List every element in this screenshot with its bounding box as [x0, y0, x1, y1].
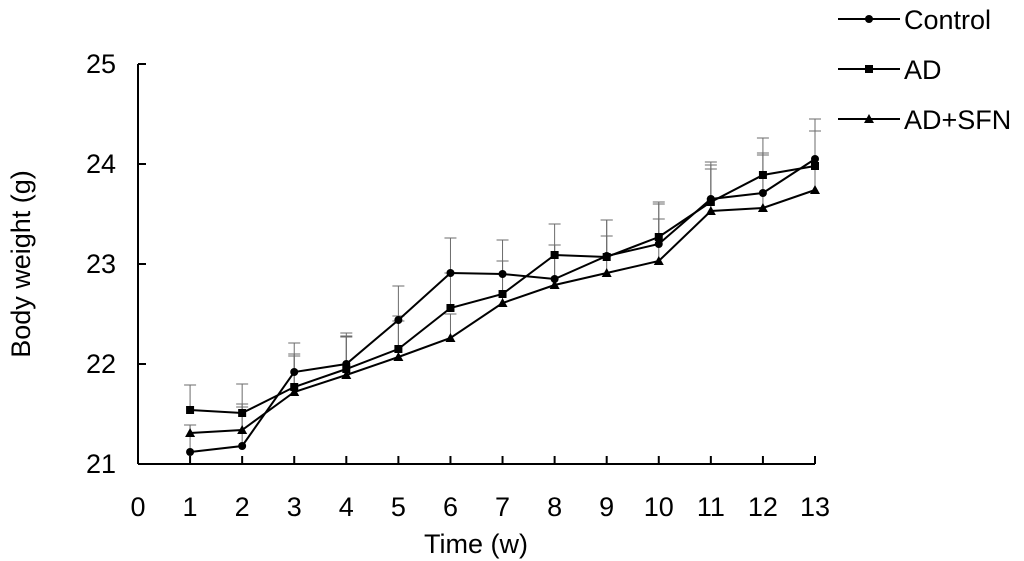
data-point-ad: [654, 233, 663, 241]
data-point-ad: [186, 406, 195, 414]
x-tick-label: 6: [443, 492, 458, 522]
data-point-control: [238, 442, 247, 450]
legend-label: AD: [904, 55, 942, 85]
data-point-ad: [446, 304, 455, 312]
y-axis-title: Body weight (g): [6, 170, 36, 358]
y-tick-label: 25: [86, 49, 116, 79]
legend-label: Control: [904, 5, 991, 35]
legend-item-control: Control: [838, 5, 991, 35]
data-point-ad: [550, 251, 559, 259]
legend-marker: [865, 65, 873, 73]
x-tick-label: 2: [235, 492, 250, 522]
x-tick-label: 10: [644, 492, 674, 522]
data-point-ad-sfn: [810, 185, 820, 194]
data-point-ad-sfn: [393, 352, 404, 361]
legend-label: AD+SFN: [904, 105, 1011, 135]
data-point-ad: [602, 253, 611, 261]
plot-area: [184, 118, 821, 456]
x-tick-label: 0: [130, 492, 145, 522]
x-tick-label: 4: [339, 492, 354, 522]
x-tick-label: 11: [697, 492, 725, 522]
x-tick-label: 8: [547, 492, 562, 522]
data-point-ad-sfn: [653, 256, 664, 265]
x-tick-label: 12: [748, 492, 778, 522]
data-point-control: [550, 275, 559, 283]
data-point-ad-sfn: [289, 387, 300, 396]
data-point-control: [290, 368, 299, 376]
legend-marker: [865, 15, 873, 23]
data-point-control: [186, 448, 195, 456]
data-point-control: [811, 155, 819, 163]
x-tick-label: 9: [599, 492, 614, 522]
series-line-ad-sfn: [190, 189, 816, 434]
data-point-control: [758, 189, 767, 197]
data-point-ad: [238, 409, 247, 417]
legend: Control AD AD+SFN: [838, 5, 1011, 135]
legend-item-ad: AD: [838, 55, 942, 85]
data-point-ad-sfn: [497, 298, 508, 307]
x-tick-label: 5: [391, 492, 406, 522]
data-point-ad: [811, 162, 819, 170]
legend-marker: [864, 114, 874, 123]
x-tick-label: 3: [287, 492, 302, 522]
legend-item-ad-sfn: AD+SFN: [838, 105, 1011, 135]
data-point-ad-sfn: [601, 268, 612, 277]
data-point-ad-sfn: [185, 428, 196, 437]
data-point-ad: [498, 290, 507, 298]
data-point-ad-sfn: [705, 206, 716, 215]
data-point-ad-sfn: [549, 280, 560, 289]
data-point-control: [498, 270, 507, 278]
y-tick-label: 23: [86, 249, 116, 279]
data-point-ad-sfn: [237, 425, 248, 434]
error-bars-ad-sfn: [184, 130, 821, 433]
data-point-ad-sfn: [445, 333, 456, 342]
y-tick-label: 24: [86, 149, 116, 179]
x-axis-title: Time (w): [424, 529, 528, 559]
data-point-ad: [394, 345, 403, 353]
y-tick-label: 22: [86, 349, 116, 379]
data-point-control: [654, 240, 663, 248]
data-point-ad: [758, 171, 767, 179]
y-tick-label: 21: [86, 449, 116, 479]
data-point-ad: [706, 198, 715, 206]
data-point-control: [394, 316, 403, 324]
data-point-ad: [342, 365, 351, 373]
x-tick-label: 7: [495, 492, 510, 522]
x-tick-label: 13: [800, 492, 830, 522]
series-ad-sfn: [185, 185, 820, 437]
data-point-control: [446, 269, 455, 277]
data-point-ad-sfn: [757, 203, 768, 212]
data-point-ad-sfn: [341, 370, 352, 379]
x-tick-label: 1: [183, 492, 198, 522]
